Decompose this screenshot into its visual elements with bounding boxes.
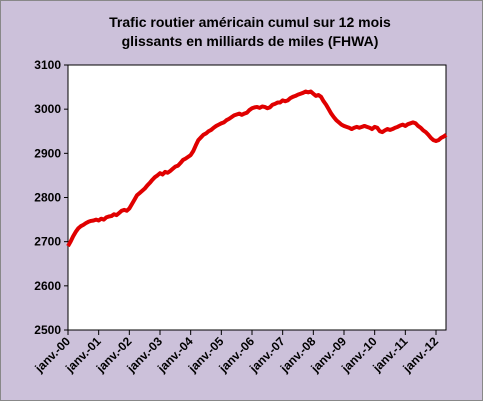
y-tick-label: 3000	[34, 102, 61, 116]
y-tick-label: 3100	[34, 58, 61, 72]
y-tick-label: 2700	[34, 235, 61, 249]
chart-title: glissants en milliards de miles (FHWA)	[122, 33, 379, 49]
chart-title: Trafic routier américain cumul sur 12 mo…	[109, 14, 391, 30]
y-tick-label: 2900	[34, 146, 61, 160]
y-tick-label: 2600	[34, 279, 61, 293]
plot-area	[67, 64, 447, 331]
y-tick-label: 2500	[34, 323, 61, 337]
y-tick-label: 2800	[34, 191, 61, 205]
data-line	[66, 89, 448, 248]
